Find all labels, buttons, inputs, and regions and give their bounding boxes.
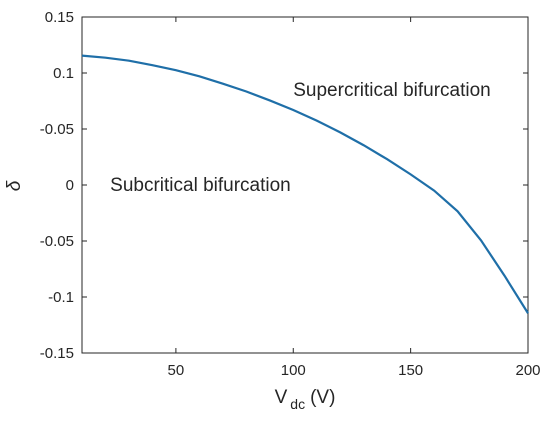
x-axis-label-unit: (V) xyxy=(310,387,335,408)
y-tick-label: 0.1 xyxy=(53,65,74,82)
y-tick-label: -0.15 xyxy=(40,345,74,362)
y-tick-label: -0.1 xyxy=(48,289,74,306)
plot-area xyxy=(81,16,529,354)
x-tick-label: 150 xyxy=(398,362,423,379)
tick-labels: 50 100 150 200 -0.15 -0.1 -0.05 0 -0.05 0.1 0.15 xyxy=(40,9,541,379)
y-tick-label: -0.05 xyxy=(40,233,74,250)
annotation-supercritical: Supercritical bifurcation xyxy=(293,80,490,101)
x-axis-label-sub: dc xyxy=(290,396,305,412)
annotation-subcritical: Subcritical bifurcation xyxy=(110,175,291,196)
y-axis-label: δ xyxy=(4,180,25,191)
x-tick-label: 200 xyxy=(515,362,540,379)
x-axis-label-main: V xyxy=(275,387,288,408)
series-line xyxy=(81,54,529,314)
y-tick-label: 0.15 xyxy=(45,9,74,26)
x-tick-label: 50 xyxy=(168,362,185,379)
y-tick-label: 0 xyxy=(66,177,74,194)
ticks xyxy=(82,16,529,354)
y-tick-label: -0.05 xyxy=(40,121,74,138)
x-tick-label: 100 xyxy=(281,362,306,379)
